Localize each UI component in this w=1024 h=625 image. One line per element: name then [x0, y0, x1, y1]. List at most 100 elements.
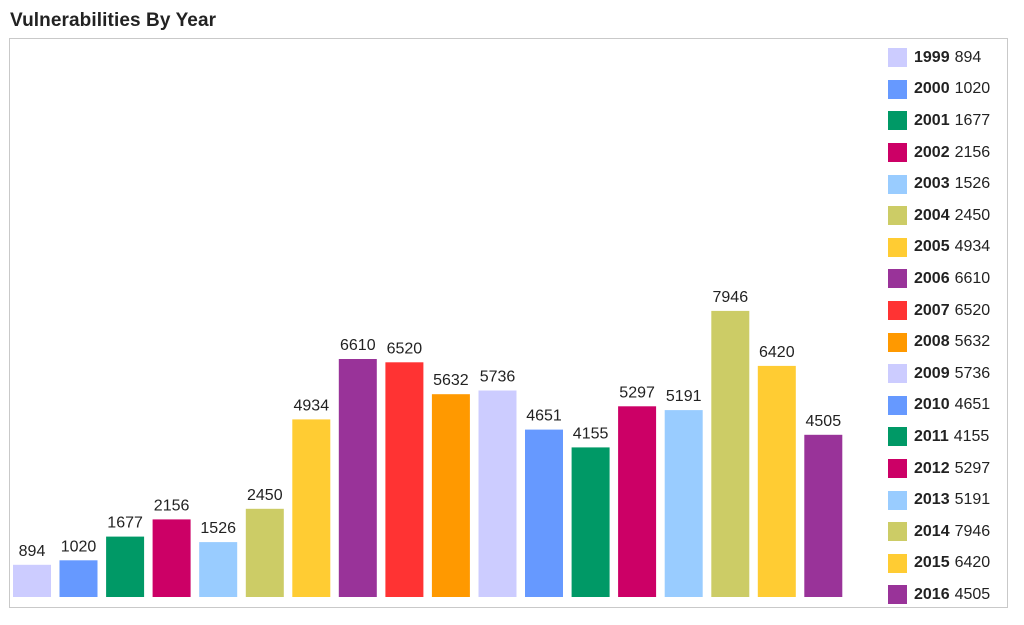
legend-item-2010: 2010 4651: [888, 390, 1008, 422]
legend-item-2009: 2009 5736: [888, 358, 1008, 390]
bar-2001: [106, 536, 145, 597]
bar-2006: [338, 359, 377, 597]
bar-2015: [757, 365, 796, 597]
legend-swatch: [888, 79, 907, 99]
legend-year: 1999: [914, 48, 950, 66]
bar-label-2006: 6610: [340, 337, 376, 354]
legend-swatch: [888, 206, 907, 226]
bar-label-2001: 1677: [107, 515, 143, 532]
legend-swatch: [888, 269, 907, 289]
legend-item-2013: 2013 5191: [888, 484, 1008, 516]
bar-label-2005: 4934: [294, 397, 330, 414]
bar-2010: [525, 429, 563, 597]
bar-2016: [804, 434, 843, 597]
legend-year: 2008: [914, 333, 950, 351]
legend-swatch: [888, 301, 907, 321]
chart-title: Vulnerabilities By Year: [10, 10, 217, 31]
legend-item-1999: 1999 894: [888, 42, 1008, 74]
bar-label-2013: 5191: [666, 388, 702, 405]
legend-value: 4155: [953, 427, 990, 445]
legend-value: 6520: [954, 301, 991, 319]
legend-value: 5736: [954, 364, 991, 382]
bar-label-2016: 4505: [806, 413, 842, 430]
legend-item-2000: 2000 1020: [888, 74, 1008, 106]
legend-item-2006: 2006 6610: [888, 263, 1008, 295]
legend-swatch: [888, 490, 907, 510]
bar-2009: [478, 390, 517, 597]
legend-value: 2450: [954, 206, 991, 224]
bar-2002: [152, 519, 191, 597]
legend-year: 2011: [914, 427, 949, 445]
legend-value: 1020: [954, 80, 991, 98]
legend-item-2007: 2007 6520: [888, 295, 1008, 327]
bar-1999: [13, 564, 51, 597]
bar-2007: [385, 362, 424, 597]
legend-swatch: [888, 237, 907, 257]
legend-year: 2006: [914, 269, 950, 287]
legend-item-2005: 2005 4934: [888, 232, 1008, 264]
legend-year: 2000: [914, 80, 950, 98]
legend-value: 7946: [954, 522, 991, 540]
legend-swatch: [888, 427, 907, 447]
legend-value: 1526: [954, 175, 991, 193]
bar-2003: [199, 542, 238, 597]
bar-label-2000: 1020: [61, 538, 97, 555]
legend-swatch: [888, 395, 907, 415]
legend-value: 6610: [954, 269, 991, 287]
legend-swatch: [888, 143, 907, 163]
legend-year: 2013: [914, 491, 950, 509]
legend-value: 6420: [954, 554, 991, 572]
legend-swatch: [888, 111, 907, 131]
legend-item-2002: 2002 2156: [888, 137, 1008, 169]
legend-item-2001: 2001 1677: [888, 105, 1008, 137]
legend-value: 894: [954, 48, 982, 66]
bar-2011: [571, 447, 610, 597]
legend-item-2016: 2016 4505: [888, 579, 1008, 611]
legend-year: 2005: [914, 238, 950, 256]
bar-2004: [245, 508, 284, 597]
bars-group: [13, 310, 843, 597]
legend-year: 2001: [914, 111, 950, 129]
bar-label-2003: 1526: [200, 520, 236, 537]
legend-value: 2156: [954, 143, 991, 161]
legend-item-2012: 2012 5297: [888, 453, 1008, 485]
bar-label-2004: 2450: [247, 487, 283, 504]
bar-label-1999: 894: [19, 543, 46, 560]
legend-year: 2003: [914, 175, 950, 193]
legend-item-2004: 2004 2450: [888, 200, 1008, 232]
legend-value: 5191: [954, 491, 991, 509]
bar-2000: [59, 560, 98, 597]
legend-year: 2007: [914, 301, 950, 319]
legend-item-2015: 2015 6420: [888, 548, 1008, 580]
bar-label-2010: 4651: [526, 408, 562, 425]
legend-item-2011: 2011 4155: [888, 421, 1008, 453]
legend-value: 5632: [954, 333, 991, 351]
legend-year: 2015: [914, 554, 950, 572]
legend-value: 1677: [954, 111, 991, 129]
legend-item-2014: 2014 7946: [888, 516, 1008, 548]
bar-label-2015: 6420: [759, 344, 795, 361]
bar-label-2011: 4155: [573, 425, 609, 442]
bar-2012: [618, 406, 657, 597]
legend-year: 2010: [914, 396, 950, 414]
legend-item-2008: 2008 5632: [888, 326, 1008, 358]
bar-2014: [711, 310, 750, 597]
bar-label-2008: 5632: [433, 372, 469, 389]
legend-value: 4934: [954, 238, 991, 256]
legend-year: 2016: [914, 585, 950, 603]
legend-swatch: [888, 174, 907, 194]
bar-2008: [431, 394, 470, 597]
legend-swatch: [888, 48, 907, 68]
legend-year: 2009: [914, 364, 950, 382]
legend-swatch: [888, 585, 907, 605]
legend-value: 5297: [954, 459, 991, 477]
bar-label-2002: 2156: [154, 497, 190, 514]
legend-swatch: [888, 332, 907, 352]
legend-swatch: [888, 522, 907, 542]
legend-year: 2012: [914, 459, 950, 477]
legend-year: 2004: [914, 206, 950, 224]
bar-label-2007: 6520: [387, 340, 423, 357]
legend-year: 2002: [914, 143, 950, 161]
bar-2013: [664, 410, 703, 597]
bar-label-2012: 5297: [619, 384, 655, 401]
